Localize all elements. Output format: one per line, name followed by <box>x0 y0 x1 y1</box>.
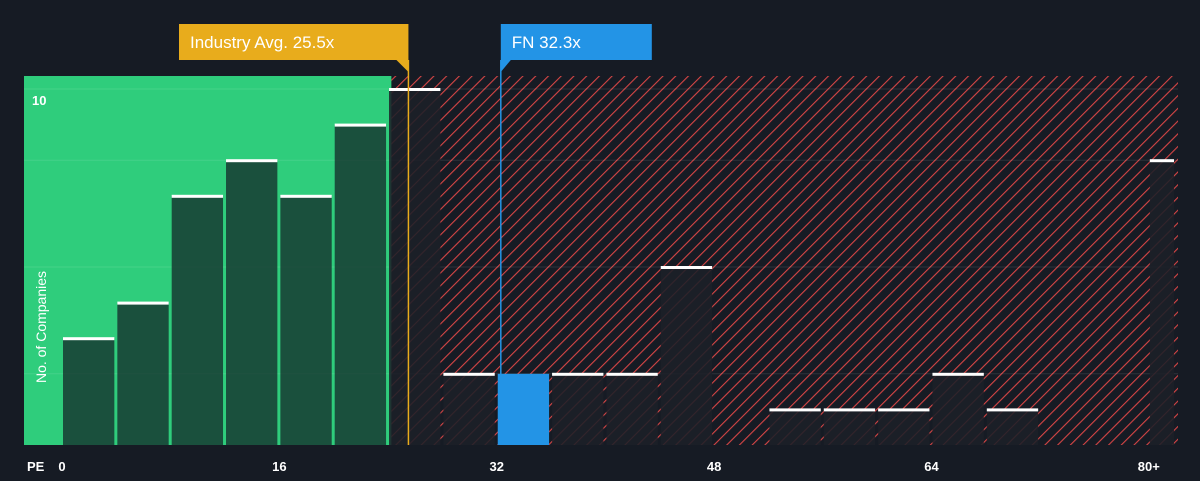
fn-pe-label-box <box>500 24 652 60</box>
bar-top-cap <box>769 408 821 412</box>
bar-top-cap <box>117 301 169 305</box>
bar-top-cap <box>986 408 1039 412</box>
x-tick-label: 80+ <box>1138 459 1160 474</box>
bar-top-cap <box>334 123 387 127</box>
industry-avg-label: Industry Avg. 25.5x <box>190 33 335 52</box>
bar-top-cap <box>226 159 278 163</box>
histogram-bar <box>552 373 604 445</box>
histogram-bar <box>389 89 441 445</box>
bar-top-cap <box>878 408 930 412</box>
histogram-bar <box>171 195 224 445</box>
x-tick-label: 16 <box>272 459 286 474</box>
histogram-bar <box>660 267 713 445</box>
histogram-bar <box>823 409 876 445</box>
bar-top-cap <box>443 372 495 376</box>
industry-avg-label-box <box>179 24 409 60</box>
x-tick-label: 0 <box>58 459 65 474</box>
fn-pe-label: FN 32.3x <box>512 33 581 52</box>
histogram-bar <box>1149 160 1174 445</box>
bar-top-cap <box>606 372 658 376</box>
bar-top-cap <box>389 88 441 91</box>
histogram-bar <box>280 195 332 445</box>
bar-top-cap <box>63 337 115 341</box>
histogram-bar <box>606 373 658 445</box>
x-tick-label: 64 <box>924 459 939 474</box>
y-axis-title: No. of Companies <box>33 271 49 383</box>
histogram-bar <box>443 373 495 445</box>
y-tick-label: 10 <box>32 93 46 108</box>
histogram-bar <box>334 124 387 445</box>
x-axis-title: PE <box>27 459 45 474</box>
fn-pe-pointer <box>500 60 511 72</box>
bar-top-cap <box>171 194 224 198</box>
histogram-bar <box>769 409 821 445</box>
histogram-bar <box>117 302 169 445</box>
bar-top-cap <box>280 194 332 198</box>
histogram-bar <box>986 409 1039 445</box>
bar-top-cap <box>552 372 604 376</box>
bar-top-cap <box>1149 159 1174 163</box>
x-tick-label: 32 <box>489 459 503 474</box>
histogram-bar <box>63 338 115 445</box>
x-tick-label: 48 <box>707 459 721 474</box>
histogram-bar <box>878 409 930 445</box>
industry-avg-pointer <box>396 60 409 72</box>
bar-top-cap <box>660 266 713 269</box>
histogram-bar-highlight <box>497 373 550 445</box>
histogram-bar <box>226 160 278 445</box>
bar-top-cap <box>932 372 984 376</box>
histogram-bar <box>932 373 984 445</box>
bar-top-cap <box>823 408 876 412</box>
